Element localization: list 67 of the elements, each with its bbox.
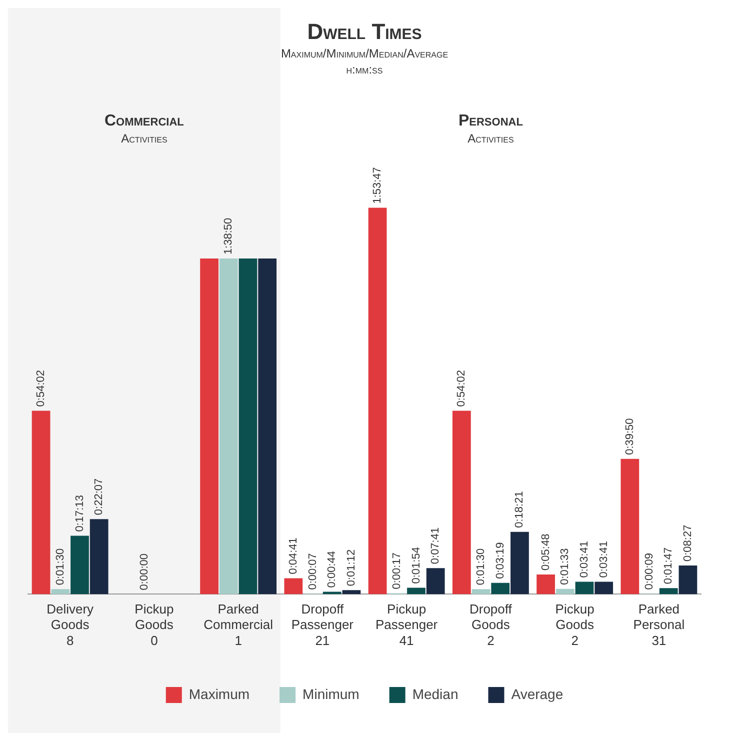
data-label: 0:01:12 [345, 549, 358, 586]
bar [452, 410, 471, 594]
bar [368, 208, 387, 594]
bar [342, 590, 361, 594]
bar [536, 574, 555, 594]
x-tick-label: Pickup Goods 2 [555, 602, 594, 648]
chart-title: Dwell Times [307, 19, 422, 44]
data-label: 0:39:50 [624, 418, 636, 455]
data-label: 0:07:41 [430, 527, 442, 564]
legend-label: Median [412, 686, 458, 702]
legend-label: Maximum [188, 686, 250, 702]
data-label: 0:03:19 [494, 542, 506, 579]
bar [678, 566, 698, 594]
bar [620, 458, 640, 594]
bar [556, 588, 574, 594]
bar [575, 582, 594, 594]
bar [258, 258, 277, 594]
x-tick-label: Pickup Passenger 41 [375, 602, 438, 648]
data-label: 0:22:07 [93, 478, 106, 516]
data-label: 1:38:50 [222, 218, 235, 255]
bar [594, 582, 614, 594]
band-label: Commercial Activities [104, 112, 184, 146]
x-tick-label: Pickup Goods 0 [134, 602, 174, 648]
bar [90, 519, 108, 594]
legend-label: Minimum [302, 686, 360, 702]
data-label: 0:08:27 [682, 524, 694, 562]
data-label: 0:00:44 [326, 551, 338, 588]
chart-subtitle: Maximum/Minimum/Median/Average h:mm:ss [280, 46, 448, 76]
data-label: 0:00:17 [390, 552, 403, 590]
data-label: 0:01:54 [410, 547, 422, 584]
bar [51, 589, 70, 594]
x-tick-label: Parked Commercial 1 [204, 602, 274, 648]
bar [491, 582, 510, 594]
x-tick-label: Delivery Goods 8 [46, 602, 94, 648]
data-label: 0:17:13 [74, 495, 86, 532]
bar [407, 588, 426, 594]
data-label: 0:00:00 [138, 553, 151, 590]
x-tick-label: Dropoff Passenger 21 [291, 602, 354, 648]
bar [472, 589, 490, 594]
text: Personal Activities [458, 112, 524, 146]
x-tick-label: Dropoff Goods 2 [469, 602, 512, 648]
bar [510, 532, 529, 594]
data-label: 0:01:47 [662, 547, 675, 584]
data-label: 0:01:30 [54, 548, 66, 586]
bar [426, 568, 445, 594]
data-label: 0:03:41 [578, 540, 591, 578]
data-label: 0:05:48 [540, 534, 552, 571]
data-label: 0:01:33 [559, 548, 572, 585]
data-label: 0:04:41 [287, 538, 300, 574]
data-label: 0:54:02 [456, 370, 468, 407]
bar [219, 258, 238, 594]
bar [32, 410, 50, 594]
data-label: 0:54:02 [35, 370, 48, 407]
bar [284, 578, 303, 594]
bar [322, 592, 342, 594]
data-label: 0:00:07 [306, 553, 319, 590]
data-label: 0:03:41 [598, 540, 610, 578]
data-label: 0:18:21 [514, 491, 526, 528]
legend-label: Average [511, 686, 564, 702]
data-label: 0:01:30 [475, 548, 488, 586]
data-label: 0:00:09 [643, 552, 656, 590]
data-label: 1:53:47 [372, 167, 384, 204]
bar [70, 536, 89, 594]
bar [238, 258, 258, 594]
bar [200, 258, 218, 594]
x-tick-label: Parked Personal 31 [633, 602, 685, 648]
bar [659, 588, 678, 594]
